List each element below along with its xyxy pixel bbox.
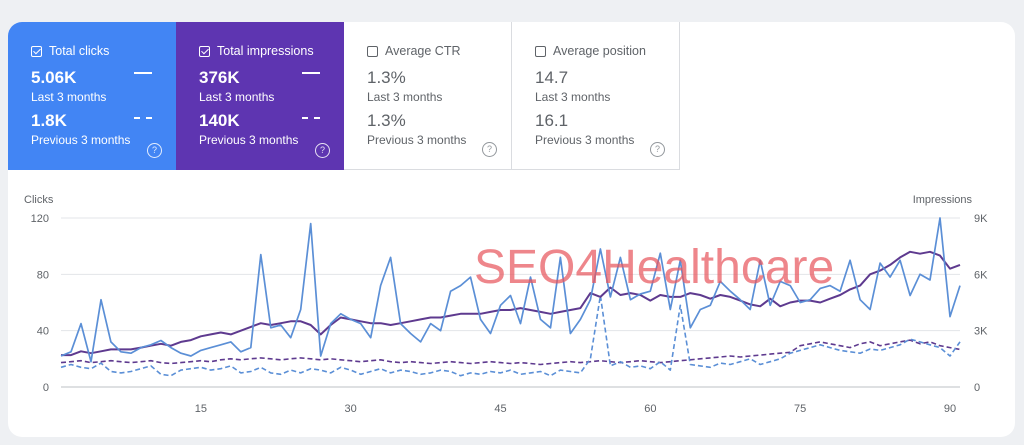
x-tick-label: 30: [345, 403, 357, 415]
help-icon[interactable]: ?: [147, 143, 162, 158]
metric-value: 376K: [199, 68, 240, 87]
clicks-previous-series-line: [60, 294, 961, 377]
dashed-line-legend-icon: [134, 117, 152, 119]
right-tick-label: 6K: [974, 269, 988, 281]
clicks-series-line: [60, 217, 961, 363]
metric-value: 1.3%: [367, 68, 406, 87]
help-icon[interactable]: ?: [650, 142, 665, 157]
right-tick-label: 9K: [974, 213, 988, 225]
axis-ticks: 0 0 40 3K 80 6K 120 9K 15 30 45 60 75 90: [31, 213, 988, 415]
chart-svg: Clicks Impressions 0 0 40 3K 80 6K 120 9K 15 30 45…: [24, 194, 988, 415]
chart-gridlines: [61, 217, 960, 388]
dashed-line-legend-icon: [302, 117, 320, 119]
x-tick-label: 90: [944, 403, 956, 415]
metric-header: Total impressions: [199, 43, 344, 59]
metric-header: Total clicks: [31, 43, 176, 59]
metric-previous-value: 16.1: [535, 111, 569, 130]
metric-tile-average-ctr[interactable]: Average CTR 1.3% Last 3 months 1.3% Prev…: [344, 22, 512, 170]
metric-period: Last 3 months: [199, 90, 275, 104]
metric-label: Total clicks: [49, 44, 110, 58]
metric-previous-value: 1.3%: [367, 111, 406, 130]
watermark-text: SEO4Healthcare: [474, 241, 834, 294]
metric-previous-period: Previous 3 months: [367, 133, 467, 147]
checkbox-unchecked-icon[interactable]: [535, 45, 546, 57]
metric-period: Last 3 months: [367, 90, 443, 104]
metric-previous-value: 1.8K: [31, 111, 67, 130]
metric-tile-total-impressions[interactable]: Total impressions 376K Last 3 months 140…: [176, 22, 344, 170]
x-tick-label: 75: [794, 403, 806, 415]
metric-header: Average CTR: [367, 43, 511, 59]
x-tick-label: 45: [494, 403, 506, 415]
metric-tiles: Total clicks 5.06K Last 3 months 1.8K Pr…: [8, 22, 680, 170]
left-axis-label: Clicks: [24, 194, 54, 206]
metric-label: Average CTR: [385, 44, 461, 58]
metric-previous-value: 140K: [199, 111, 240, 130]
x-tick-label: 60: [644, 403, 656, 415]
performance-chart: Clicks Impressions 0 0 40 3K 80 6K 120 9K 15 30 45…: [8, 170, 1015, 437]
left-tick-label: 0: [43, 382, 49, 394]
metric-tile-average-position[interactable]: Average position 14.7 Last 3 months 16.1…: [512, 22, 680, 170]
impressions-series-line: [61, 250, 961, 357]
help-icon[interactable]: ?: [315, 143, 330, 158]
solid-line-legend-icon: [134, 72, 152, 74]
metric-period: Last 3 months: [31, 90, 107, 104]
metric-previous-period: Previous 3 months: [199, 133, 299, 147]
metric-header: Average position: [535, 43, 679, 59]
checkbox-unchecked-icon[interactable]: [367, 45, 378, 57]
metric-previous-period: Previous 3 months: [31, 133, 131, 147]
x-tick-label: 15: [195, 403, 207, 415]
metric-value: 5.06K: [31, 68, 77, 87]
left-tick-label: 80: [37, 269, 49, 281]
left-tick-label: 120: [31, 213, 49, 225]
metric-label: Total impressions: [217, 44, 314, 58]
right-tick-label: 0: [974, 382, 980, 394]
left-tick-label: 40: [37, 326, 49, 338]
help-icon[interactable]: ?: [482, 142, 497, 157]
right-tick-label: 3K: [974, 326, 988, 338]
metric-value: 14.7: [535, 68, 569, 87]
right-axis-label: Impressions: [913, 194, 973, 206]
metric-label: Average position: [553, 44, 646, 58]
metric-previous-period: Previous 3 months: [535, 133, 635, 147]
impressions-previous-series-line: [60, 339, 961, 366]
chart-series: [60, 217, 961, 377]
checkbox-checked-icon[interactable]: [199, 45, 210, 57]
solid-line-legend-icon: [302, 72, 320, 74]
metric-tile-total-clicks[interactable]: Total clicks 5.06K Last 3 months 1.8K Pr…: [8, 22, 176, 170]
performance-card: Total clicks 5.06K Last 3 months 1.8K Pr…: [8, 22, 1015, 437]
metric-period: Last 3 months: [535, 90, 611, 104]
checkbox-checked-icon[interactable]: [31, 45, 42, 57]
